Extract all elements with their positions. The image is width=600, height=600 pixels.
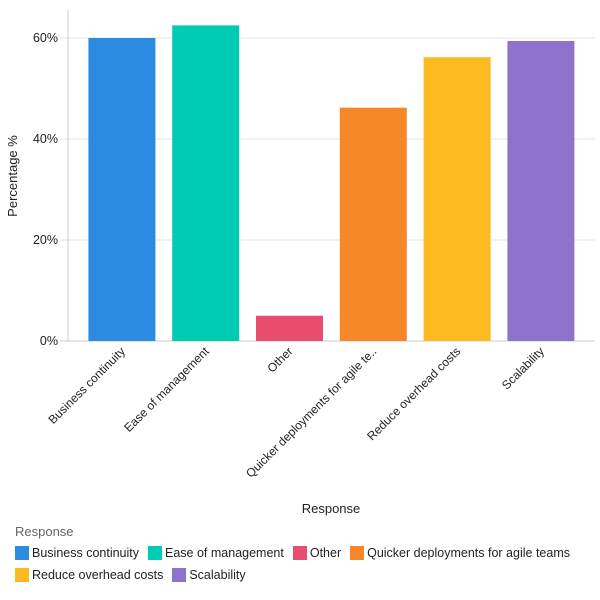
legend-swatch: [350, 546, 365, 560]
x-tick-label: Business continuity: [45, 344, 128, 427]
x-tick-label: Other: [264, 344, 295, 375]
legend-label: Business continuity: [32, 546, 140, 560]
legend-label: Scalability: [189, 568, 246, 582]
legend-swatch: [292, 546, 307, 560]
legend: Business continuity Ease of management Oth…: [15, 545, 595, 583]
y-tick-label: 0%: [40, 334, 58, 348]
x-tick-label: Quicker deployments for agile te..: [243, 344, 379, 480]
legend-item[interactable]: Ease of management: [148, 545, 284, 561]
y-tick-label: 20%: [33, 233, 58, 247]
legend-item[interactable]: Reduce overhead costs: [15, 567, 163, 583]
x-tick-label: Ease of management: [121, 344, 212, 435]
legend-swatch: [15, 546, 29, 560]
legend-swatch: [172, 568, 187, 582]
bar-ease-of-management: [172, 25, 240, 341]
bar-other: [256, 315, 323, 341]
x-tick-label: Scalability: [499, 344, 547, 392]
legend-label: Reduce overhead costs: [32, 568, 164, 582]
y-tick-label: 40%: [33, 132, 58, 146]
x-tick-label: Reduce overhead costs: [364, 344, 463, 443]
legend-swatch: [15, 568, 29, 582]
bar-scalability: [507, 41, 575, 341]
legend-label: Quicker deployments for agile teams: [367, 546, 570, 560]
bar-business-continuity: [88, 38, 156, 341]
legend-item[interactable]: Scalability: [172, 567, 246, 583]
legend-label: Ease of management: [165, 546, 284, 560]
x-axis-title: Response: [302, 501, 361, 516]
legend-item[interactable]: Business continuity: [15, 545, 139, 561]
y-tick-label: 60%: [33, 31, 58, 45]
bar-reduce-overhead-costs: [423, 57, 491, 341]
legend-label: Other: [309, 546, 342, 560]
legend-item[interactable]: Quicker deployments for agile teams: [350, 545, 570, 561]
bar-quicker-deployments-for-agile-teams: [339, 107, 407, 341]
legend-item[interactable]: Other: [292, 545, 342, 561]
legend-swatch: [148, 546, 163, 560]
legend-title: Response: [15, 524, 74, 539]
y-axis-title: Percentage %: [5, 135, 20, 217]
